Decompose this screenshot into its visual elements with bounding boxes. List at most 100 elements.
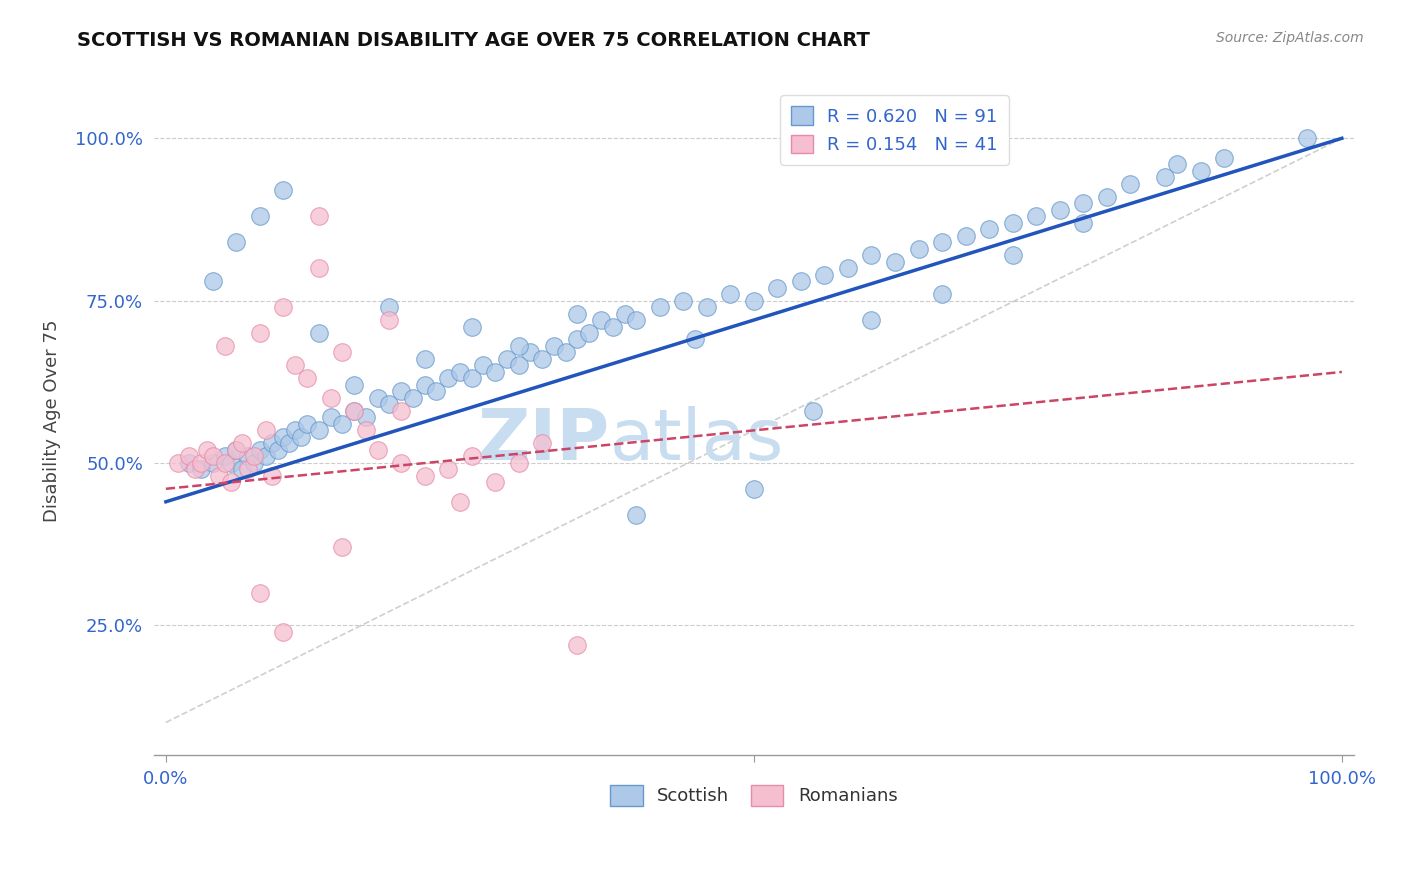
Point: [460, 319, 482, 334]
Point: [508, 359, 530, 373]
Point: [273, 300, 295, 314]
Point: [290, 430, 312, 444]
Point: [672, 293, 695, 308]
Point: [578, 326, 600, 340]
Point: [273, 430, 295, 444]
Point: [354, 410, 377, 425]
Point: [683, 333, 706, 347]
Point: [567, 306, 589, 320]
Text: SCOTTISH VS ROMANIAN DISABILITY AGE OVER 75 CORRELATION CHART: SCOTTISH VS ROMANIAN DISABILITY AGE OVER…: [77, 31, 870, 50]
Point: [278, 436, 301, 450]
Point: [273, 624, 295, 639]
Point: [330, 540, 353, 554]
Point: [273, 183, 295, 197]
Point: [1071, 196, 1094, 211]
Point: [238, 450, 260, 464]
Point: [225, 442, 247, 457]
Text: Source: ZipAtlas.com: Source: ZipAtlas.com: [1216, 31, 1364, 45]
Point: [190, 462, 212, 476]
Point: [837, 261, 859, 276]
Point: [219, 456, 242, 470]
Point: [284, 359, 307, 373]
Point: [295, 371, 318, 385]
Point: [319, 391, 342, 405]
Point: [249, 326, 271, 340]
Point: [378, 300, 401, 314]
Point: [460, 450, 482, 464]
Point: [308, 209, 330, 223]
Point: [589, 313, 612, 327]
Point: [931, 287, 953, 301]
Point: [219, 475, 242, 490]
Point: [354, 423, 377, 437]
Point: [249, 585, 271, 599]
Point: [184, 462, 207, 476]
Point: [567, 333, 589, 347]
Point: [179, 450, 201, 464]
Point: [696, 300, 718, 314]
Point: [378, 313, 401, 327]
Point: [238, 462, 260, 476]
Point: [389, 456, 412, 470]
Point: [1001, 216, 1024, 230]
Point: [567, 638, 589, 652]
Point: [626, 313, 648, 327]
Point: [437, 462, 460, 476]
Point: [508, 339, 530, 353]
Point: [742, 293, 765, 308]
Point: [437, 371, 460, 385]
Point: [1095, 190, 1118, 204]
Point: [343, 404, 366, 418]
Point: [472, 359, 495, 373]
Text: atlas: atlas: [610, 406, 785, 475]
Point: [977, 222, 1000, 236]
Point: [225, 442, 247, 457]
Point: [201, 450, 224, 464]
Point: [718, 287, 741, 301]
Point: [260, 436, 283, 450]
Point: [389, 404, 412, 418]
Point: [554, 345, 576, 359]
Point: [531, 351, 554, 366]
Point: [484, 475, 506, 490]
Point: [231, 462, 253, 476]
Point: [308, 326, 330, 340]
Point: [425, 384, 447, 399]
Point: [1295, 131, 1317, 145]
Point: [330, 417, 353, 431]
Point: [955, 228, 977, 243]
Point: [648, 300, 671, 314]
Point: [308, 423, 330, 437]
Point: [166, 456, 188, 470]
Point: [201, 456, 224, 470]
Point: [1071, 216, 1094, 230]
Text: ZIP: ZIP: [478, 406, 610, 475]
Point: [460, 371, 482, 385]
Point: [231, 436, 253, 450]
Point: [249, 442, 271, 457]
Point: [602, 319, 624, 334]
Point: [813, 268, 835, 282]
Point: [254, 450, 277, 464]
Y-axis label: Disability Age Over 75: Disability Age Over 75: [44, 319, 60, 522]
Point: [319, 410, 342, 425]
Point: [201, 274, 224, 288]
Point: [931, 235, 953, 249]
Point: [413, 378, 436, 392]
Point: [1213, 151, 1236, 165]
Point: [295, 417, 318, 431]
Point: [766, 280, 789, 294]
Point: [531, 436, 554, 450]
Point: [249, 209, 271, 223]
Point: [330, 345, 353, 359]
Point: [1001, 248, 1024, 262]
Point: [225, 235, 247, 249]
Point: [413, 351, 436, 366]
Point: [543, 339, 565, 353]
Point: [208, 468, 231, 483]
Point: [284, 423, 307, 437]
Point: [308, 261, 330, 276]
Point: [190, 456, 212, 470]
Point: [860, 248, 883, 262]
Point: [1119, 177, 1142, 191]
